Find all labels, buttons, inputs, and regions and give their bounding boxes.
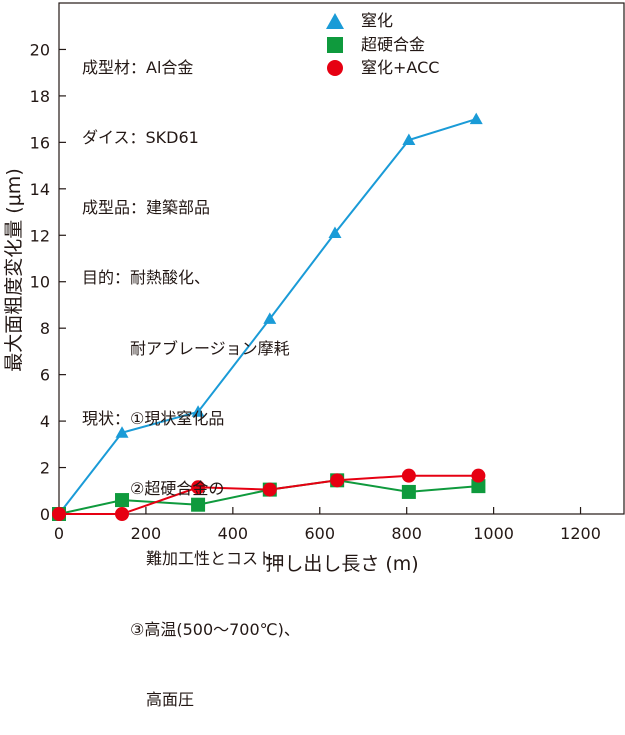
condition-line: 成型材：Al合金: [82, 57, 194, 77]
axes: 0 200 400 600 800 1000 1200 0 2 4 6 8 10 12 14 16 18 20: [30, 2, 625, 543]
condition-line: 難加工性とコスト: [82, 549, 275, 569]
data-point: [262, 482, 277, 497]
data-point: [402, 133, 416, 146]
condition-line: ③高温(500～700℃)、: [82, 619, 300, 639]
data-point: [191, 405, 205, 417]
y-tick-label: 18: [30, 87, 50, 106]
data-point: [115, 507, 130, 521]
data-point: [328, 226, 342, 238]
x-tick-label: 600: [304, 524, 335, 543]
x-tick-label: 1200: [560, 524, 601, 543]
y-tick-label: 12: [30, 226, 50, 245]
conditions-note: 成型材：Al合金 ダイス：SKD61 成型品：建築部品 目的：耐熱酸化、 耐アブ…: [82, 9, 300, 735]
y-tick-label: 20: [30, 40, 50, 59]
y-tick-label: 16: [30, 133, 50, 152]
x-axis-title: 押し出し長さ (m): [265, 553, 418, 575]
condition-line: 成型品：建築部品: [82, 198, 211, 218]
condition-line: 目的：耐熱酸化、: [82, 268, 211, 288]
x-tick-label: 1000: [473, 524, 514, 543]
condition-line: 現状：①現状窒化品: [82, 408, 225, 428]
x-tick-label: 400: [218, 524, 249, 543]
x-tick-label: 200: [131, 524, 162, 543]
data-point: [115, 493, 130, 508]
circle-marker-icon: [327, 60, 343, 76]
series-layer: [52, 112, 486, 521]
data-point: [401, 468, 416, 483]
legend-label: 超硬合金: [361, 34, 426, 54]
data-point: [401, 484, 416, 499]
legend-label: 窒化: [361, 11, 394, 30]
data-point: [52, 507, 66, 521]
y-tick-label: 2: [40, 459, 50, 478]
condition-line: ダイス：SKD61: [82, 128, 199, 148]
data-point: [469, 112, 483, 125]
y-axis-title: 最大面粗度変化量 (μm): [3, 168, 25, 371]
data-point: [330, 473, 345, 488]
data-point: [263, 312, 277, 324]
condition-line: ②超硬合金の: [82, 479, 225, 499]
y-tick-label: 14: [30, 180, 50, 199]
data-point: [191, 497, 206, 512]
data-point: [471, 479, 486, 494]
x-tick-label: 0: [54, 524, 64, 543]
x-tick-label: 800: [391, 524, 422, 543]
plot-frame: [58, 2, 625, 515]
square-marker-icon: [327, 36, 343, 53]
y-tick-label: 0: [40, 505, 50, 524]
chart: 0 200 400 600 800 1000 1200 0 2 4 6 8 10 12 14 16 18 20 押…: [3, 2, 625, 575]
y-tick-label: 8: [40, 319, 50, 338]
condition-line: 耐アブレージョン摩耗: [82, 338, 290, 358]
y-tick-label: 6: [40, 366, 50, 385]
data-point: [191, 480, 206, 495]
y-tick-label: 10: [30, 273, 50, 292]
data-point: [115, 426, 129, 438]
legend-label: 窒化+ACC: [361, 58, 440, 77]
condition-line: 高面圧: [82, 689, 195, 709]
data-point: [471, 468, 486, 483]
triangle-marker-icon: [326, 13, 344, 29]
y-tick-label: 4: [40, 412, 50, 431]
